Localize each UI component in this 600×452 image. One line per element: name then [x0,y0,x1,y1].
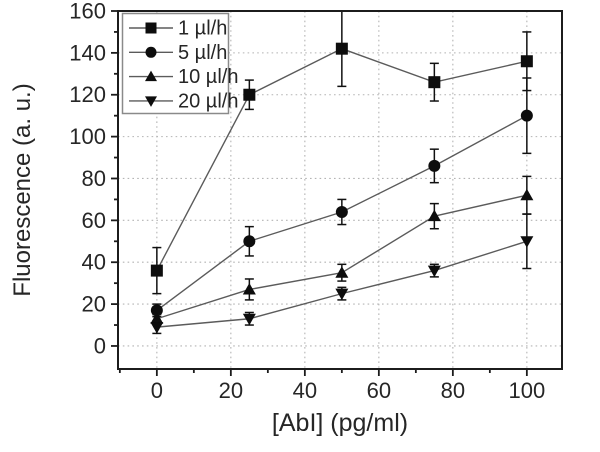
triangle-down-marker-icon [335,288,349,301]
circle-marker-icon [145,46,157,58]
legend-label: 5 µl/h [178,42,227,64]
legend-label: 1 µl/h [178,18,227,40]
x-tick-label: 40 [293,378,317,403]
legend-item: 10 µl/h [129,66,238,88]
axes-ticks: 0 20 40 60 80 100 0 20 40 60 80 100 120 140 160 [69,0,545,403]
circle-marker-icon [335,205,348,218]
triangle-up-marker-icon [520,188,534,201]
y-tick-label: 120 [69,82,106,107]
series-20-l-h [150,213,534,335]
legend-item: 20 µl/h [129,90,238,112]
y-axis-title: Fluorescence (a. u.) [9,83,36,296]
triangle-down-marker-icon [427,265,441,278]
y-tick-label: 60 [82,208,106,233]
y-tick-label: 40 [82,250,106,275]
series-1-l-h [150,10,533,295]
series-10-l-h [150,175,534,324]
triangle-down-marker-icon [520,236,534,248]
y-tick-label: 0 [94,333,106,358]
legend: 1 µl/h5 µl/h10 µl/h20 µl/h [121,12,238,115]
legend-item: 5 µl/h [129,42,227,64]
square-marker-icon [335,42,348,55]
circle-marker-icon [428,159,441,172]
square-marker-icon [428,76,441,89]
x-tick-label: 100 [508,378,545,403]
triangle-down-marker-icon [150,322,164,334]
triangle-up-marker-icon [242,282,256,295]
x-tick-label: 80 [441,378,465,403]
triangle-up-marker-icon [427,209,441,222]
y-tick-label: 140 [69,40,106,65]
plot-frame [117,10,563,370]
square-marker-icon [520,55,533,68]
triangle-up-marker-icon [335,266,349,278]
square-marker-icon [145,22,157,34]
x-axis-title: [AbI] (pg/ml) [272,409,408,437]
circle-marker-icon [243,235,256,248]
y-tick-label: 100 [69,124,106,149]
series-line [156,240,528,328]
x-tick-label: 0 [151,378,163,403]
x-tick-label: 60 [367,378,391,403]
triangle-up-marker-icon [145,70,157,82]
legend-item: 1 µl/h [129,18,227,40]
x-tick-label: 20 [219,378,243,403]
y-tick-label: 160 [69,0,106,24]
square-marker-icon [150,264,163,277]
y-tick-label: 20 [82,292,106,317]
square-marker-icon [243,88,256,101]
triangle-down-marker-icon [145,96,157,107]
triangle-down-marker-icon [242,313,256,326]
circle-marker-icon [150,304,163,317]
y-tick-label: 80 [82,166,106,191]
legend-label: 20 µl/h [178,90,238,112]
legend-box [121,12,230,115]
circle-marker-icon [520,109,533,122]
legend-label: 10 µl/h [178,66,238,88]
